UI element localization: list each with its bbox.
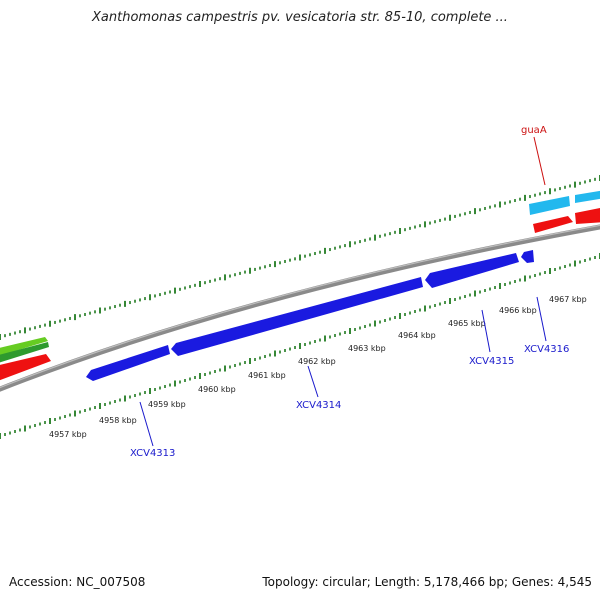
gene-label-leader	[533, 136, 546, 186]
gene-red-guaA-left[interactable]	[533, 216, 573, 233]
gene-label-xcv4313[interactable]: XCV4313	[130, 448, 175, 459]
ruler-label: 4966 kbp	[499, 306, 537, 315]
ruler-label: 4957 kbp	[49, 430, 87, 439]
gene-guaa[interactable]	[529, 196, 570, 215]
gene-green-left-b[interactable]	[0, 342, 49, 364]
accession-label: Accession: NC_007508	[9, 575, 146, 589]
gene-label-leader	[481, 309, 491, 353]
gene-xcv4314[interactable]	[171, 277, 423, 356]
ruler-label: 4964 kbp	[398, 331, 436, 340]
map-title: Xanthomonas campestris pv. vesicatoria s…	[92, 10, 508, 25]
gene-labels: XCV4313 XCV4314 XCV4315 XCV4316 guaA	[130, 125, 569, 459]
ruler-label: 4960 kbp	[198, 385, 236, 394]
gene-label-leader	[536, 296, 547, 342]
topology-label: Topology: circular; Length: 5,178,466 bp…	[262, 575, 592, 589]
gene-track-blue	[86, 250, 534, 381]
gene-xcv4313[interactable]	[86, 345, 170, 381]
gene-label-xcv4316[interactable]: XCV4316	[524, 344, 569, 355]
gene-label-xcv4315[interactable]: XCV4315	[469, 356, 514, 367]
ruler-label: 4962 kbp	[298, 357, 336, 366]
gene-cyan-right[interactable]	[575, 190, 600, 203]
ruler-label: 4958 kbp	[99, 416, 137, 425]
genome-backbone	[0, 224, 600, 392]
gene-label-leader	[307, 365, 319, 398]
ruler-labels: 4957 kbp 4958 kbp 4959 kbp 4960 kbp 4961 kbp…	[49, 295, 587, 439]
gene-label-xcv4314[interactable]: XCV4314	[296, 400, 341, 411]
ruler-label: 4967 kbp	[549, 295, 587, 304]
tick-row-lower	[0, 253, 600, 439]
gene-track-upper	[0, 190, 600, 382]
gene-label-guaa[interactable]: guaA	[521, 125, 547, 136]
gene-red-right[interactable]	[575, 207, 600, 224]
ruler-label: 4963 kbp	[348, 344, 386, 353]
ruler-label: 4961 kbp	[248, 371, 286, 380]
gene-green-left-a[interactable]	[0, 337, 48, 357]
tick-row-upper	[0, 175, 600, 340]
gene-xcv4316[interactable]	[521, 250, 534, 263]
ruler-label: 4959 kbp	[148, 400, 186, 409]
gene-red-left[interactable]	[0, 354, 51, 382]
gene-label-leader	[139, 401, 154, 447]
gene-xcv4315[interactable]	[425, 253, 519, 288]
ruler-label: 4965 kbp	[448, 319, 486, 328]
genome-backbone-highlight	[0, 224, 600, 389]
